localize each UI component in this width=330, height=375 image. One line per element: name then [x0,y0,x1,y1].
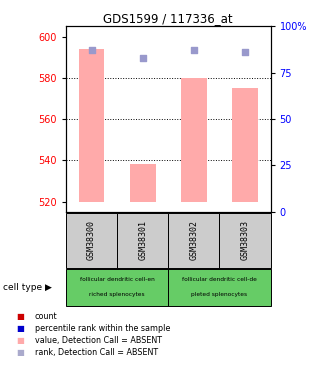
Text: follicular dendritic cell-de: follicular dendritic cell-de [182,277,257,282]
Bar [130,164,155,202]
Text: rank, Detection Call = ABSENT: rank, Detection Call = ABSENT [35,348,158,357]
Text: GSM38302: GSM38302 [189,220,198,260]
Text: percentile rank within the sample: percentile rank within the sample [35,324,170,333]
Text: riched splenocytes: riched splenocytes [89,292,145,297]
Text: follicular dendritic cell-en: follicular dendritic cell-en [80,277,154,282]
Title: GDS1599 / 117336_at: GDS1599 / 117336_at [104,12,233,25]
Bar [79,49,104,202]
Bar [117,213,168,268]
Text: ■: ■ [16,348,24,357]
Bar [168,269,271,306]
Point [140,55,146,61]
Bar [168,213,219,268]
Text: ■: ■ [16,336,24,345]
Text: GSM38301: GSM38301 [138,220,147,260]
Text: cell type ▶: cell type ▶ [3,283,52,292]
Bar [66,213,117,268]
Bar [232,88,258,202]
Text: count: count [35,312,57,321]
Text: GSM38303: GSM38303 [241,220,249,260]
Point [191,47,197,53]
Text: GSM38300: GSM38300 [87,220,96,260]
Point [242,49,248,55]
Text: ■: ■ [16,312,24,321]
Text: value, Detection Call = ABSENT: value, Detection Call = ABSENT [35,336,162,345]
Text: ■: ■ [16,324,24,333]
Point [89,47,94,53]
Bar [181,78,207,202]
Bar [66,269,168,306]
Bar [219,213,271,268]
Text: pleted splenocytes: pleted splenocytes [191,292,248,297]
